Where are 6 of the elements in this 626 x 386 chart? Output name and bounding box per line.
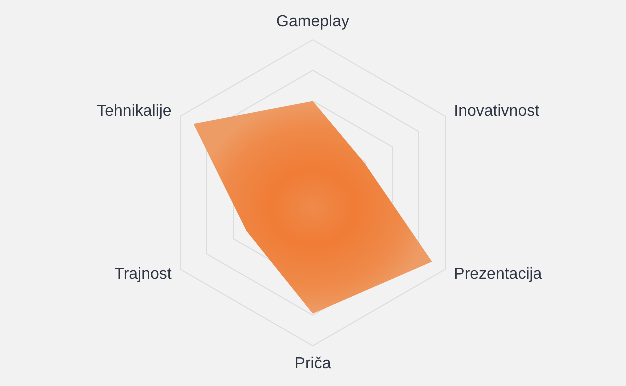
spoke-label: Priča xyxy=(294,356,332,372)
spoke-label: Gameplay xyxy=(276,14,350,30)
spoke-label: Tehnikalije xyxy=(97,103,172,120)
spoke-label: Trajnost xyxy=(114,266,172,283)
spoke-label: Inovativnost xyxy=(454,103,540,120)
spoke-label: Prezentacija xyxy=(454,266,542,283)
